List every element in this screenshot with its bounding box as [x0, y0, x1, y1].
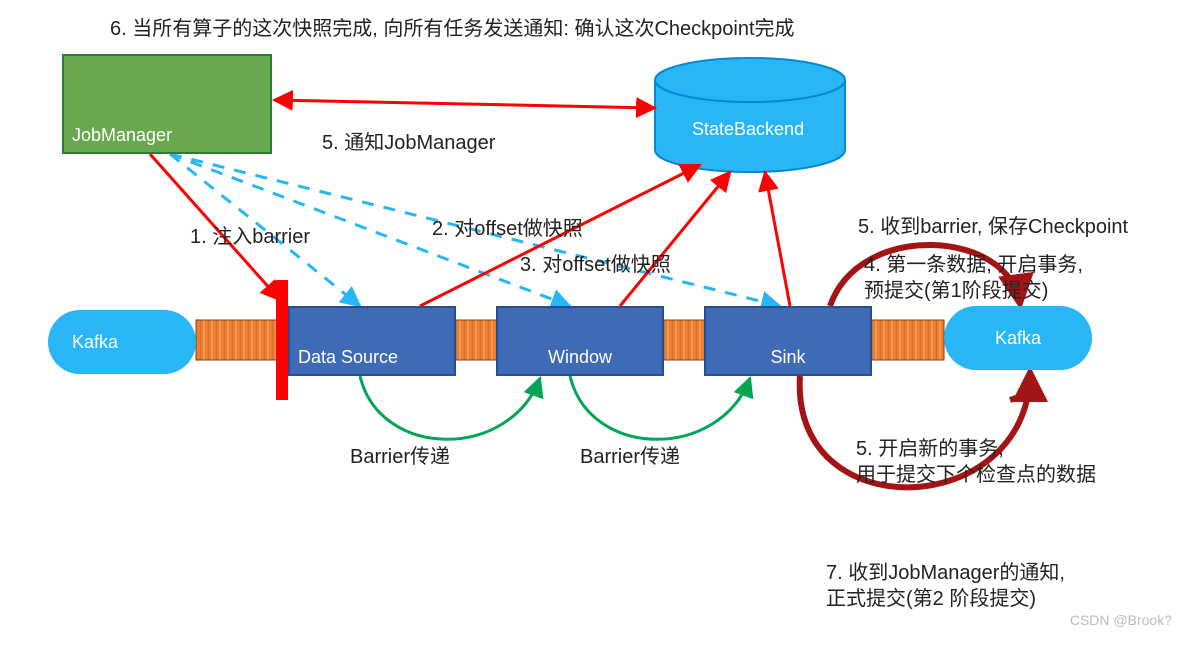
kafka-right-node: Kafka [944, 306, 1092, 370]
edge-sink-to-state [765, 172, 790, 306]
window-label: Window [506, 347, 654, 368]
edge-window-to-state [620, 172, 730, 306]
annotation-step5-newtxn-text: 5. 开启新的事务, 用于提交下个检查点的数据 [856, 438, 1096, 486]
annotation-step4: 4. 第一条数据, 开启事务, 预提交(第1阶段提交) [864, 252, 1184, 304]
annotation-step5-barrier: 5. 收到barrier, 保存Checkpoint [858, 214, 1128, 240]
edge-state-to-jm [274, 100, 655, 108]
annotation-step7-text: 7. 收到JobManager的通知, 正式提交(第2 阶段提交) [826, 562, 1065, 610]
sink-node: Sink [704, 306, 872, 376]
annotation-step3: 3. 对offset做快照 [520, 252, 671, 278]
diagram-stage: JobManager StateBackend Kafka Kafka Data… [0, 0, 1184, 652]
watermark: CSDN @Brook? [1070, 612, 1172, 628]
annotation-barrier-pass-1: Barrier传递 [350, 444, 450, 470]
edge-barrier-pass-1 [360, 376, 540, 439]
statebackend-label: StateBackend [692, 118, 804, 141]
annotation-step7: 7. 收到JobManager的通知, 正式提交(第2 阶段提交) [826, 560, 1184, 612]
kafka-right-label: Kafka [995, 328, 1041, 349]
datasource-node: Data Source [288, 306, 456, 376]
datasource-label: Data Source [298, 347, 446, 368]
kafka-left-label: Kafka [72, 332, 118, 353]
annotation-barrier-pass-2: Barrier传递 [580, 444, 680, 470]
barrier-bar [276, 280, 288, 400]
jobmanager-label: JobManager [72, 125, 262, 146]
window-node: Window [496, 306, 664, 376]
annotation-step4-text: 4. 第一条数据, 开启事务, 预提交(第1阶段提交) [864, 254, 1083, 302]
annotation-step5-newtxn: 5. 开启新的事务, 用于提交下个检查点的数据 [856, 436, 1184, 488]
annotation-title6: 6. 当所有算子的这次快照完成, 向所有任务发送通知: 确认这次Checkpoi… [110, 16, 795, 42]
edge-barrier-pass-2 [570, 376, 750, 439]
statebackend-node [655, 58, 845, 172]
annotation-step2: 2. 对offset做快照 [432, 216, 583, 242]
kafka-left-node: Kafka [48, 310, 196, 374]
sink-label: Sink [714, 347, 862, 368]
annotation-step1: 1. 注入barrier [190, 224, 310, 250]
jobmanager-node: JobManager [62, 54, 272, 154]
annotation-step5-notify: 5. 通知JobManager [322, 130, 495, 156]
